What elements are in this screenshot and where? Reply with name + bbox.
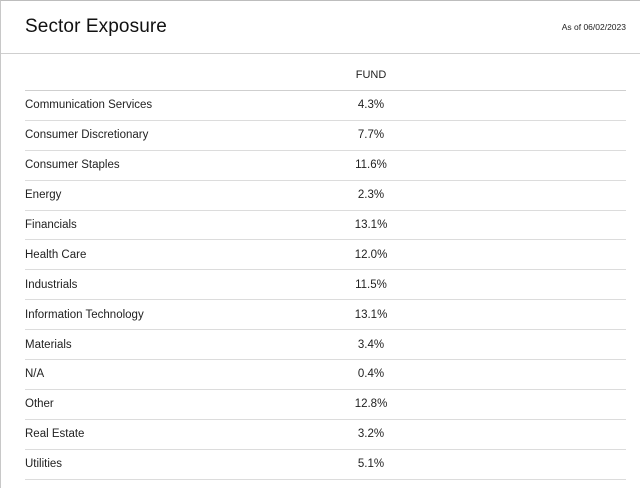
- table-row: Communication Services 4.3%: [25, 91, 626, 121]
- sector-name: Materials: [25, 338, 72, 351]
- fund-value: 13.1%: [354, 308, 388, 321]
- table-row: Energy 2.3%: [25, 181, 626, 211]
- table-row: Other 12.8%: [25, 390, 626, 420]
- sector-name: Real Estate: [25, 428, 85, 441]
- fund-value: 4.3%: [357, 99, 385, 112]
- table-row: Financials 13.1%: [25, 211, 626, 241]
- sector-name: N/A: [25, 368, 45, 381]
- table-row: Materials 3.4%: [25, 330, 626, 361]
- fund-value: 3.2%: [357, 428, 385, 441]
- table-row: Utilities 5.1%: [25, 450, 626, 480]
- fund-value: 3.4%: [357, 338, 385, 351]
- sector-name: Information Technology: [25, 308, 144, 321]
- table-row: Consumer Staples 11.6%: [25, 151, 626, 181]
- table-row: Consumer Discretionary 7.7%: [25, 121, 626, 151]
- page-title: Sector Exposure: [25, 16, 167, 37]
- sector-name: Other: [25, 398, 54, 411]
- table-row: Real Estate 3.2%: [25, 420, 626, 450]
- sector-name: Health Care: [25, 248, 87, 261]
- fund-value: 0.4%: [357, 368, 385, 381]
- sector-name: Communication Services: [25, 99, 153, 112]
- fund-value: 5.1%: [357, 458, 385, 471]
- table-row: Information Technology 13.1%: [25, 300, 626, 331]
- fund-column-header: FUND: [355, 69, 387, 81]
- fund-value: 13.1%: [354, 219, 388, 231]
- table-row: N/A 0.4%: [25, 360, 626, 390]
- table-header-row: FUND: [25, 54, 626, 91]
- fund-value: 2.3%: [357, 189, 385, 202]
- fund-value: 11.6%: [355, 159, 387, 172]
- fund-value: 12.0%: [354, 248, 388, 261]
- fund-value: 11.5%: [355, 278, 387, 291]
- panel-header: Sector Exposure As of 06/02/2023: [1, 1, 640, 54]
- fund-value: 7.7%: [357, 129, 385, 142]
- sector-name: Utilities: [25, 458, 63, 471]
- sector-name: Financials: [25, 219, 77, 231]
- sector-name: Energy: [25, 189, 62, 202]
- table-row: Industrials 11.5%: [25, 270, 626, 301]
- sector-name: Consumer Discretionary: [25, 129, 149, 142]
- sector-table: FUND Communication Services 4.3% Consume…: [25, 54, 626, 480]
- sector-name: Consumer Staples: [25, 159, 120, 172]
- table-row: Health Care 12.0%: [25, 240, 626, 271]
- fund-value: 12.8%: [354, 398, 388, 411]
- as-of-date: As of 06/02/2023: [561, 22, 626, 32]
- sector-name: Industrials: [25, 278, 78, 291]
